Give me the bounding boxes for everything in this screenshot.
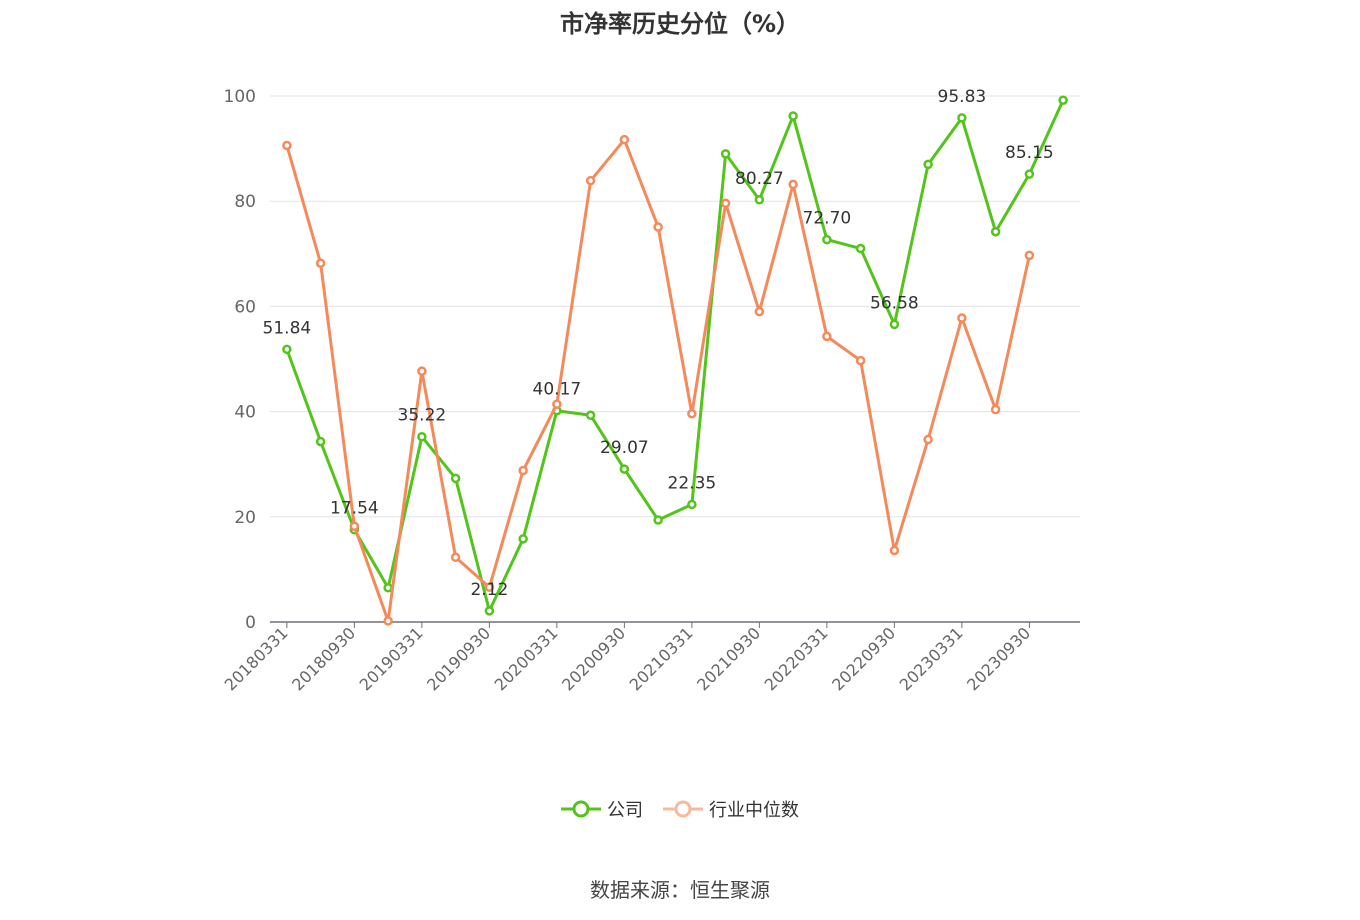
data-label: 22.35 (668, 473, 717, 493)
data-point (450, 552, 461, 563)
data-point (282, 344, 292, 355)
data-point (653, 222, 663, 232)
data-point (1024, 250, 1035, 261)
legend: 公司 行业中位数 (0, 796, 1360, 822)
data-point (585, 410, 596, 421)
data-label: 35.22 (398, 406, 447, 426)
x-tick-label: 20220930 (828, 623, 899, 694)
series-group (282, 95, 1068, 626)
x-axis: 2018033120180930201903312019093020200331… (221, 621, 1080, 694)
data-point (619, 134, 630, 145)
data-label: 2.12 (470, 580, 508, 600)
data-point (484, 582, 495, 593)
grid-lines (270, 95, 1080, 518)
data-label: 17.54 (330, 499, 379, 519)
data-point (417, 431, 427, 442)
data-point (889, 545, 900, 556)
data-point (687, 499, 697, 510)
data-point (383, 616, 393, 626)
data-label: 29.07 (600, 438, 649, 458)
data-point (349, 521, 360, 532)
legend-line-circle-icon (561, 800, 601, 818)
data-point (450, 473, 461, 484)
y-axis: 0 20 40 60 80 100 (224, 87, 256, 633)
x-tick-label: 20190331 (356, 623, 427, 694)
x-tick-label: 20180930 (288, 623, 359, 694)
x-tick-label: 20210331 (626, 623, 697, 694)
data-point (585, 175, 596, 186)
legend-item-company[interactable]: 公司 (561, 796, 643, 822)
data-point (653, 515, 663, 525)
chart-title: 市净率历史分位（%） (559, 10, 801, 38)
series-line-0 (285, 99, 1065, 613)
data-label: 40.17 (533, 380, 582, 400)
x-tick-label: 20220331 (761, 623, 832, 694)
x-tick-label: 20180331 (221, 623, 292, 694)
data-point (383, 583, 393, 593)
data-point (282, 140, 292, 151)
data-labels: 51.84 17.54 35.22 2.12 40.17 29.07 22.35 80.27 7… (263, 87, 1054, 600)
data-label: 56.58 (870, 293, 919, 313)
data-point (417, 366, 427, 376)
data-point (1024, 169, 1035, 179)
y-tick-label: 60 (234, 297, 256, 317)
x-tick-label: 20200331 (491, 623, 562, 694)
data-point (619, 464, 630, 474)
data-point (315, 436, 326, 447)
y-tick-label: 80 (234, 192, 256, 212)
data-point (720, 198, 731, 209)
data-point (855, 243, 866, 254)
data-point (855, 355, 866, 366)
data-point (923, 159, 933, 170)
data-point (822, 331, 832, 342)
x-tick-label: 20200930 (558, 623, 629, 694)
data-point (720, 149, 731, 159)
data-point (754, 306, 765, 317)
legend-line-circle-icon (663, 800, 703, 818)
data-point (957, 113, 967, 123)
data-point (484, 606, 495, 616)
data-point (788, 111, 798, 121)
line-chart: 0 20 40 60 80 100 201803312018093020190331201… (221, 87, 1080, 694)
data-point (518, 465, 528, 476)
data-point (315, 258, 326, 269)
data-point (990, 226, 1001, 237)
legend-item-industry[interactable]: 行业中位数 (663, 796, 799, 822)
data-label: 80.27 (735, 169, 784, 189)
legend-label-company: 公司 (607, 800, 643, 821)
data-label: 85.15 (1005, 143, 1054, 163)
data-point (754, 195, 765, 205)
data-point (822, 234, 832, 245)
data-point (889, 319, 900, 330)
data-point (788, 179, 798, 190)
data-point (957, 313, 967, 323)
x-tick-label: 20210930 (693, 623, 764, 694)
y-tick-label: 40 (234, 403, 256, 423)
data-point (552, 399, 562, 409)
x-tick-label: 20230930 (963, 623, 1034, 694)
x-tick-label: 20230331 (896, 623, 967, 694)
data-label: 72.70 (803, 209, 852, 229)
data-point (990, 404, 1001, 415)
data-point (687, 408, 697, 419)
y-tick-label: 20 (234, 508, 256, 528)
data-source: 数据来源：恒生聚源 (590, 878, 770, 902)
data-label: 51.84 (263, 318, 312, 338)
data-point (923, 434, 933, 445)
x-tick-label: 20190930 (423, 623, 494, 694)
data-label: 95.83 (938, 87, 987, 107)
y-tick-label: 0 (245, 613, 256, 633)
data-point (1058, 95, 1068, 105)
y-tick-label: 100 (224, 87, 256, 107)
legend-label-industry: 行业中位数 (709, 800, 799, 821)
data-point (518, 534, 528, 544)
